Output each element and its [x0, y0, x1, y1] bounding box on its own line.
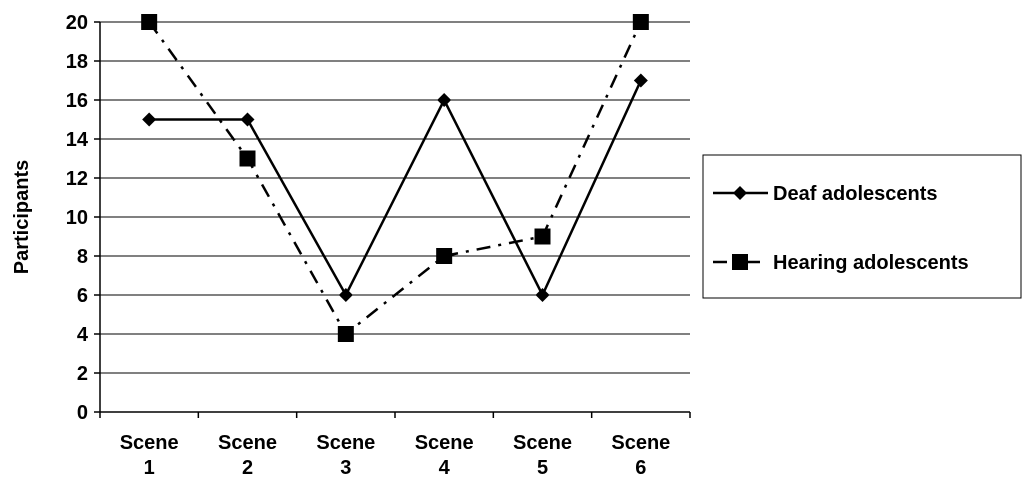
legend-label: Hearing adolescents: [773, 252, 969, 274]
data-point-diamond: [437, 93, 452, 107]
y-tick-label: 0: [77, 402, 88, 424]
x-tick-label: 5: [537, 457, 548, 479]
data-point-diamond: [633, 73, 648, 88]
y-axis-title: Participants: [11, 160, 33, 274]
y-tick-label: 16: [66, 90, 88, 112]
x-tick-label: Scene: [513, 432, 572, 454]
y-tick-label: 18: [66, 51, 88, 73]
y-tick-label: 6: [77, 285, 88, 307]
legend-box: [702, 154, 1022, 299]
series-line: [148, 21, 642, 336]
data-point-square: [732, 254, 748, 270]
legend-label: Deaf adolescents: [773, 183, 938, 205]
x-tick-label: Scene: [120, 432, 179, 454]
series-deaf-adolescents: [142, 73, 648, 302]
x-tick-label: Scene: [218, 432, 277, 454]
y-tick-label: 8: [77, 246, 88, 268]
gridlines: [100, 21, 690, 374]
data-point-square: [632, 14, 649, 30]
data-point-square: [337, 326, 354, 342]
data-point-diamond: [535, 288, 550, 302]
y-axis-ticks: 0 2 4 6 8 10 12 14 16 18 20: [66, 12, 100, 424]
y-tick-label: 12: [66, 168, 88, 190]
x-tick-label: 2: [242, 457, 253, 479]
legend-item-hearing-adolescents: Hearing adolescents: [713, 252, 969, 274]
data-point-square: [534, 228, 551, 245]
y-tick-label: 20: [66, 12, 88, 34]
legend-items: Deaf adolescents Hearing adolescents: [713, 183, 969, 274]
x-tick-label: 4: [439, 457, 451, 479]
y-tick-label: 14: [66, 129, 89, 151]
x-tick-label: Scene: [316, 432, 375, 454]
data-point-diamond: [240, 112, 255, 127]
legend: Deaf adolescents Hearing adolescents: [702, 154, 1022, 299]
y-tick-label: 4: [77, 324, 89, 346]
x-tick-label: Scene: [415, 432, 474, 454]
legend-item-deaf-adolescents: Deaf adolescents: [713, 183, 938, 205]
data-point-square: [436, 248, 453, 264]
x-tick-label: 6: [635, 457, 646, 479]
data-point-diamond: [733, 186, 747, 200]
x-tick-label: 1: [144, 457, 155, 479]
data-point-diamond: [142, 112, 157, 127]
x-tick-label: 3: [340, 457, 351, 479]
data-point-square: [239, 150, 256, 167]
series-line: [149, 79, 642, 298]
y-tick-label: 2: [77, 363, 88, 385]
data-point-diamond: [338, 288, 353, 302]
series-layer: [141, 14, 649, 342]
data-point-square: [141, 14, 158, 30]
x-tick-label: Scene: [611, 432, 670, 454]
series-hearing-adolescents: [141, 14, 649, 342]
y-tick-label: 10: [66, 207, 88, 229]
x-axis-ticks: Scene 1 Scene 2 Scene 3 Scene 4 Scene 5 Scene 6: [99, 412, 691, 479]
